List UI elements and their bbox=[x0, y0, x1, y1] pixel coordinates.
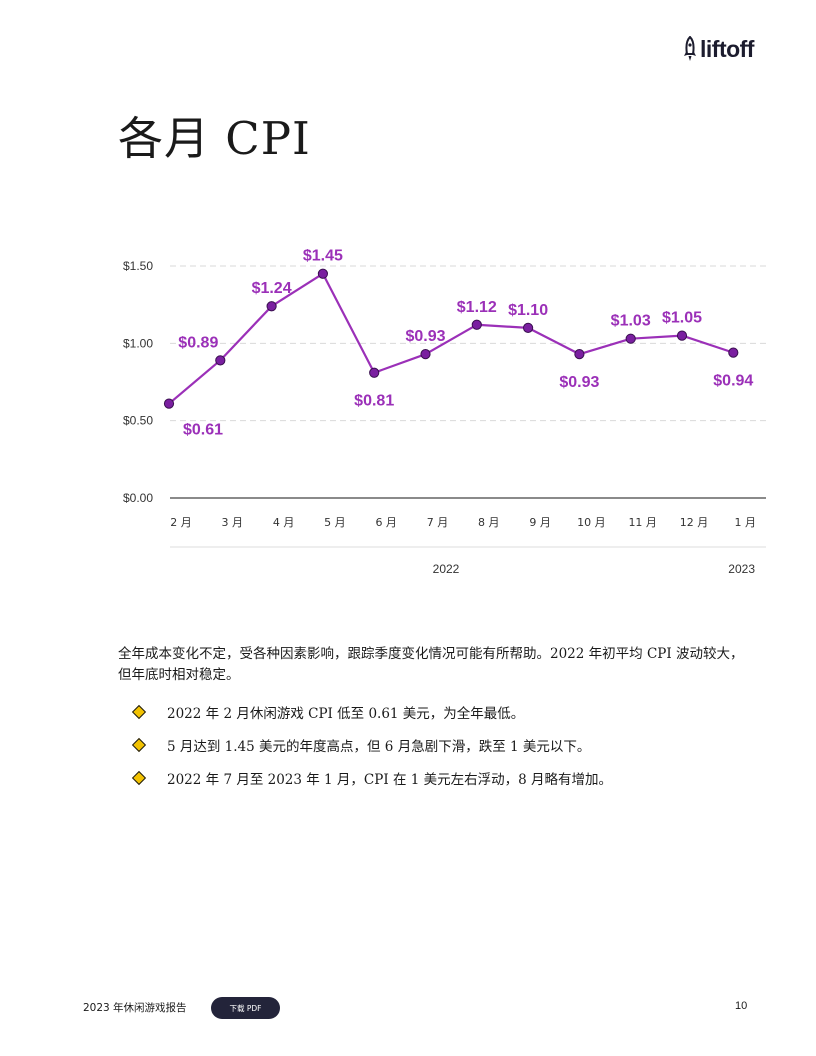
x-tick-label: 12 月 bbox=[680, 516, 709, 529]
data-label: $0.93 bbox=[405, 328, 445, 345]
bullet-text: 2022 年 2 月休闲游戏 CPI 低至 0.61 美元，为全年最低。 bbox=[167, 706, 525, 722]
series-line bbox=[168, 272, 734, 405]
data-point bbox=[523, 322, 534, 333]
cpi-line-chart: $0.00 $0.50 $1.00 $1.50 2 月 3 月 4 月 5 月 6 月 7 月 8 … bbox=[123, 248, 766, 576]
data-point bbox=[625, 333, 636, 344]
x-tick-label: 11 月 bbox=[628, 516, 657, 529]
data-label: $0.94 bbox=[713, 373, 753, 390]
data-point bbox=[163, 398, 175, 409]
data-point bbox=[676, 330, 688, 341]
page-number: 10 bbox=[735, 1000, 748, 1012]
diamond-bullet-icon bbox=[131, 737, 147, 753]
data-label: $1.03 bbox=[611, 313, 651, 330]
rocket-icon bbox=[684, 36, 696, 61]
liftoff-logo: liftoff bbox=[683, 34, 754, 64]
data-point bbox=[266, 301, 277, 312]
data-point bbox=[317, 268, 328, 279]
bullet-item: 2022 年 2 月休闲游戏 CPI 低至 0.61 美元，为全年最低。 bbox=[130, 702, 770, 735]
data-label: $0.61 bbox=[183, 422, 223, 439]
data-label: $1.12 bbox=[457, 299, 497, 316]
logo-text: liftoff bbox=[700, 35, 754, 62]
data-label: $1.24 bbox=[252, 280, 292, 297]
bullet-text: 5 月达到 1.45 美元的年度高点，但 6 月急剧下滑，跌至 1 美元以下。 bbox=[167, 739, 591, 755]
data-point bbox=[369, 367, 380, 378]
data-point bbox=[215, 355, 226, 366]
data-label: $0.81 bbox=[354, 393, 394, 410]
page-title: 各月 CPI bbox=[118, 112, 311, 165]
year-group-label: 2022 bbox=[433, 562, 460, 576]
x-tick-label: 10 月 bbox=[577, 516, 606, 529]
data-point bbox=[471, 319, 482, 330]
data-label: $1.45 bbox=[303, 248, 343, 265]
data-label: $0.93 bbox=[559, 374, 599, 391]
download-pdf-button[interactable]: 下载 PDF bbox=[211, 997, 280, 1019]
x-tick-label: 6 月 bbox=[375, 516, 397, 529]
y-tick-label: $0.50 bbox=[123, 414, 153, 428]
footer-report-title: 2023 年休闲游戏报告 bbox=[83, 1002, 187, 1014]
data-point bbox=[574, 349, 585, 360]
x-tick-label: 2 月 bbox=[170, 516, 192, 529]
y-tick-label: $1.50 bbox=[123, 259, 153, 273]
x-tick-label: 1 月 bbox=[735, 516, 757, 529]
x-tick-label: 7 月 bbox=[427, 516, 449, 529]
x-tick-label: 5 月 bbox=[324, 516, 346, 529]
diamond-bullet-icon bbox=[131, 770, 147, 786]
data-label: $1.05 bbox=[662, 310, 702, 327]
y-tick-label: $1.00 bbox=[123, 336, 153, 350]
bullet-text: 2022 年 7 月至 2023 年 1 月，CPI 在 1 美元左右浮动，8 … bbox=[167, 772, 613, 788]
bullet-list: 2022 年 2 月休闲游戏 CPI 低至 0.61 美元，为全年最低。 5 月… bbox=[130, 702, 770, 801]
x-tick-label: 8 月 bbox=[478, 516, 500, 529]
x-tick-label: 4 月 bbox=[273, 516, 295, 529]
year-group-label: 2023 bbox=[728, 562, 755, 576]
y-tick-label: $0.00 bbox=[123, 491, 153, 505]
data-label: $0.89 bbox=[178, 334, 218, 351]
data-point bbox=[420, 349, 431, 360]
bullet-item: 5 月达到 1.45 美元的年度高点，但 6 月急剧下滑，跌至 1 美元以下。 bbox=[130, 735, 770, 768]
diamond-bullet-icon bbox=[131, 704, 147, 720]
x-tick-label: 3 月 bbox=[222, 516, 244, 529]
x-tick-label: 9 月 bbox=[529, 516, 551, 529]
bullet-item: 2022 年 7 月至 2023 年 1 月，CPI 在 1 美元左右浮动，8 … bbox=[130, 768, 770, 801]
data-label: $1.10 bbox=[508, 302, 548, 319]
data-point bbox=[728, 347, 739, 358]
body-paragraph: 全年成本变化不定，受各种因素影响，跟踪季度变化情况可能有所帮助。2022 年初平… bbox=[118, 646, 744, 683]
